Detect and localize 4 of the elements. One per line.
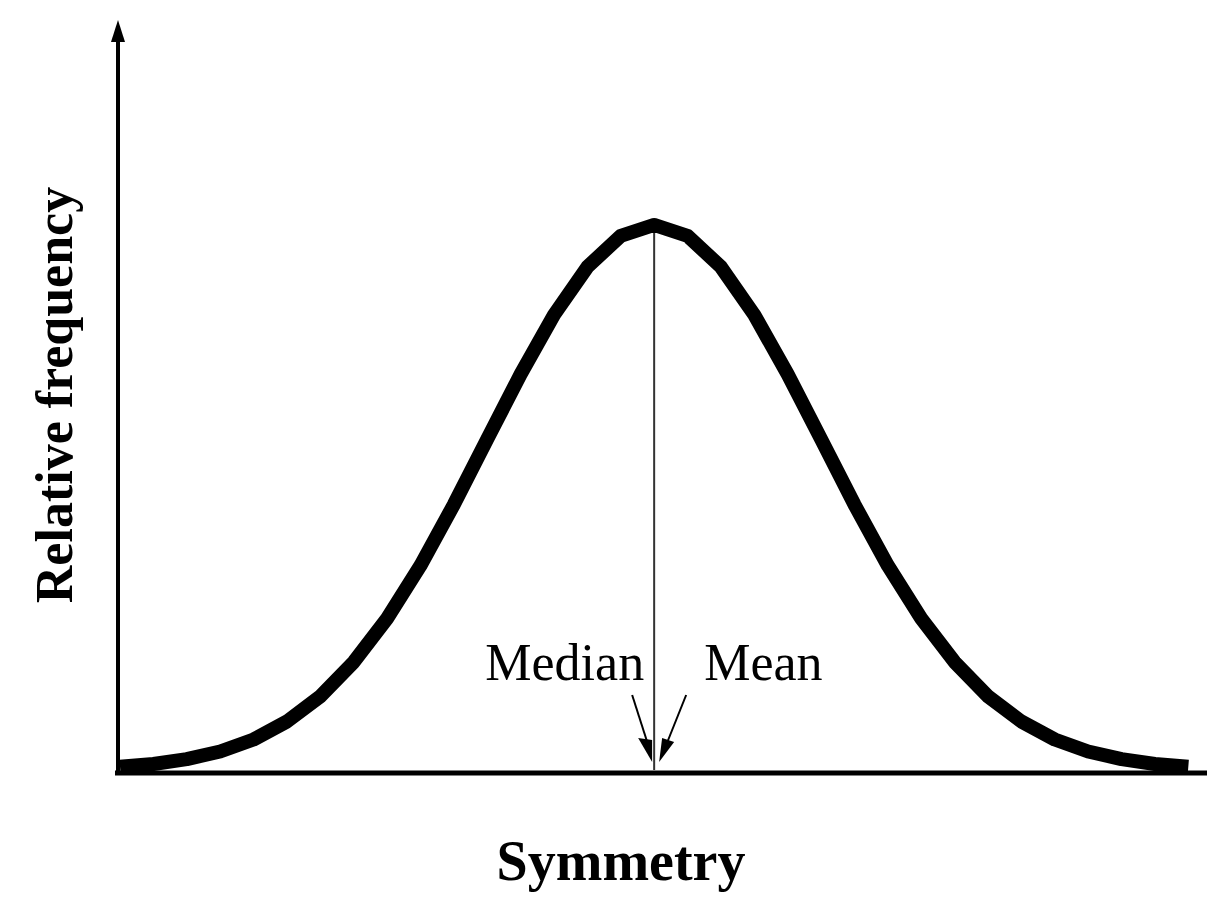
annotation: Median xyxy=(485,634,645,691)
x-axis-title: Symmetry xyxy=(496,830,746,892)
annotation: Mean xyxy=(704,634,823,691)
y-axis-title: Relative frequency xyxy=(26,186,83,604)
